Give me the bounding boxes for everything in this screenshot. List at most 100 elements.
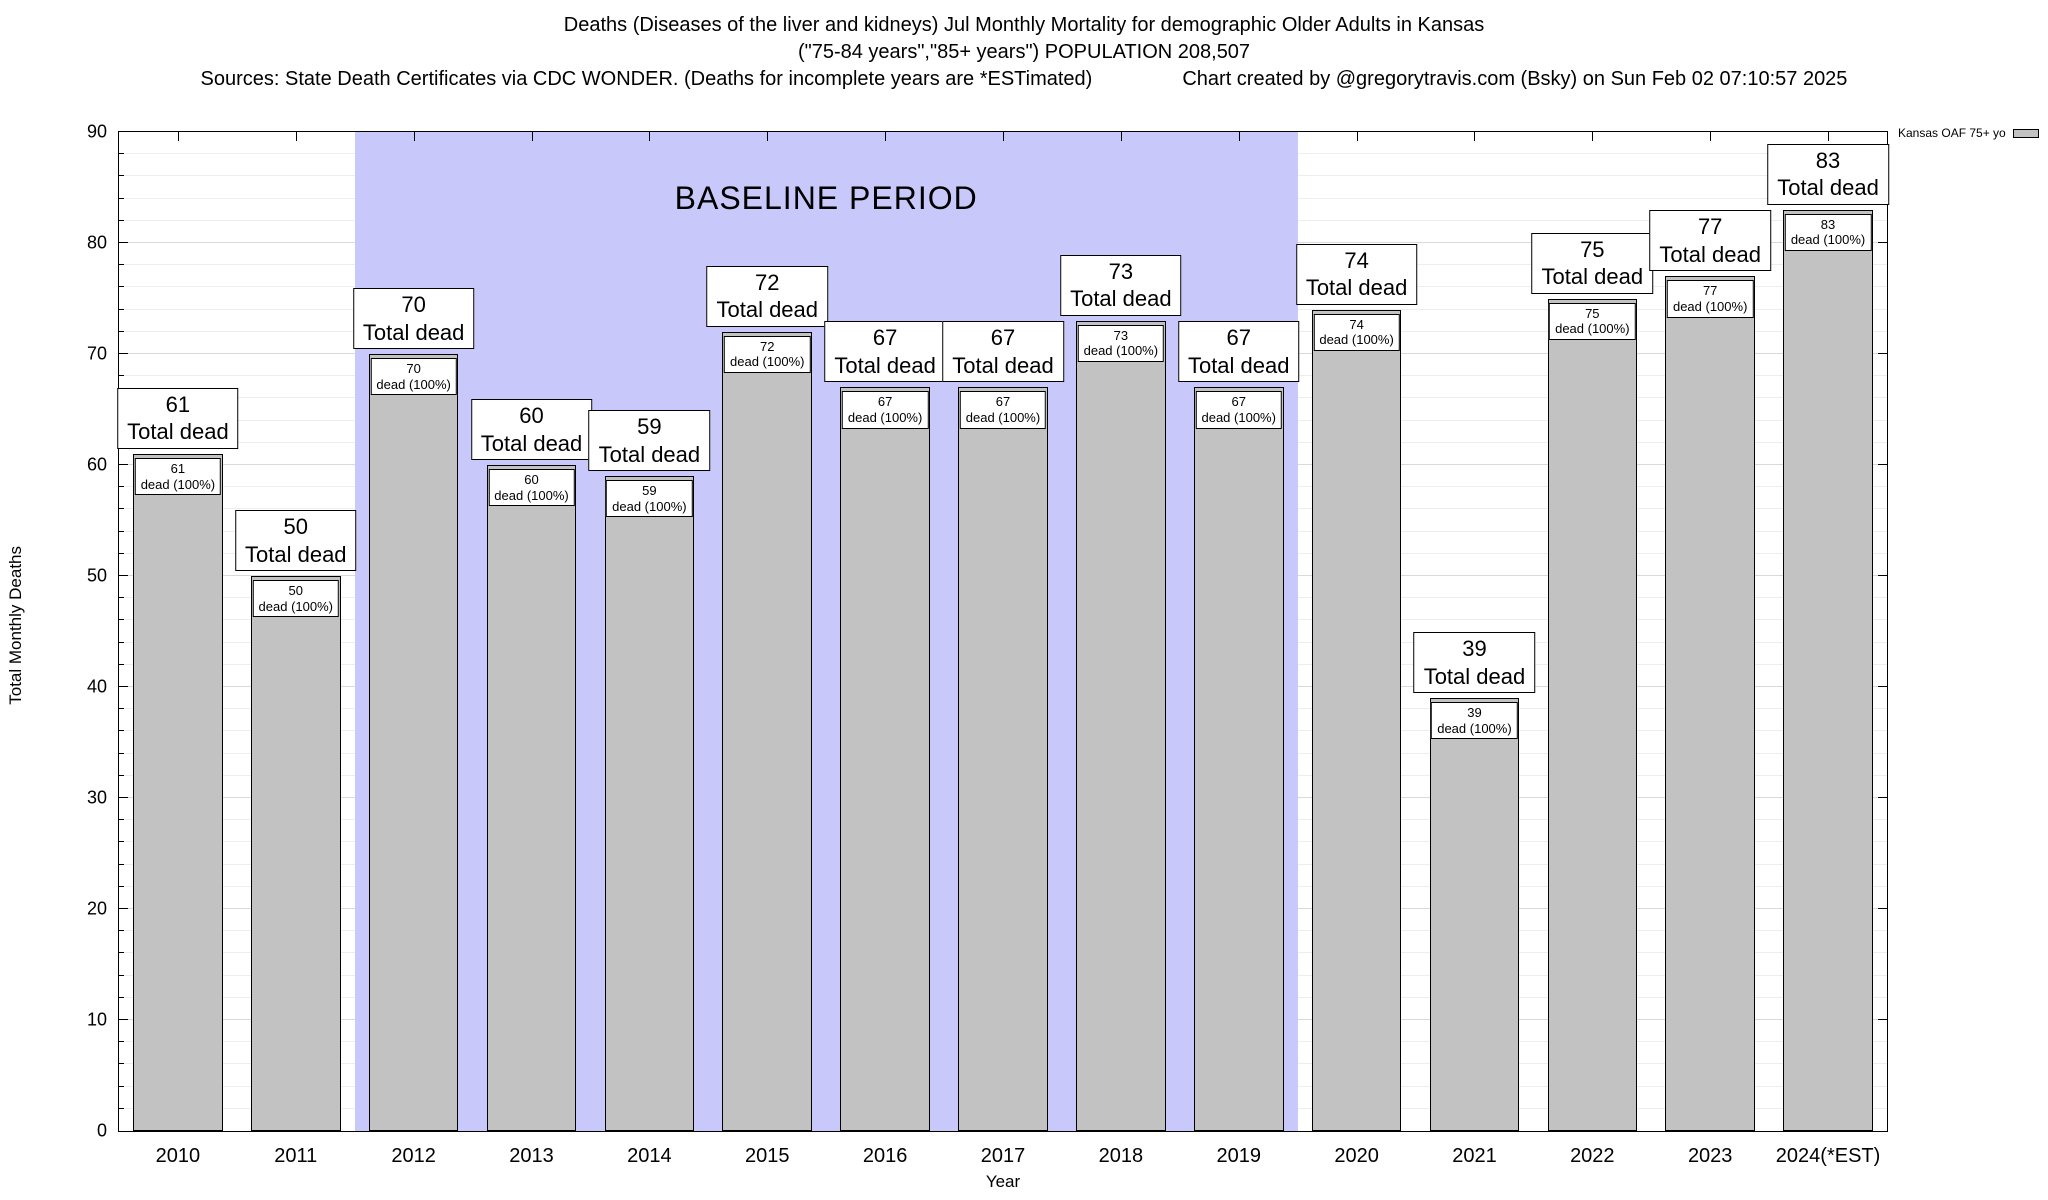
y-tick-label: 90: [86, 121, 107, 142]
y-minor-tick: [119, 175, 124, 177]
bar-inner-value: 70: [406, 361, 421, 376]
bar-inner-label: 60 dead (100%): [488, 469, 575, 507]
y-tick-label: 40: [86, 676, 107, 697]
bar-inner-value: 72: [760, 338, 775, 354]
bar-total-label: 67 Total dead: [1177, 321, 1300, 383]
bar-total-text: Total dead: [480, 430, 583, 456]
bar-inner-text: dead (100%): [1319, 332, 1394, 348]
bar-slot: 70 dead (100%) 70 Total dead 2012: [352, 132, 475, 1167]
bar-inner-label: 73 dead (100%): [1077, 324, 1165, 362]
bar-inner-value: 39: [1467, 705, 1482, 721]
x-category-label: 2020: [1334, 1145, 1379, 1167]
bar: 73 dead (100%) 73 Total dead: [1060, 254, 1182, 1131]
bar-total-text: Total dead: [1423, 663, 1526, 689]
y-minor-tick: [119, 1041, 124, 1043]
bar-total-value: 70: [401, 292, 426, 317]
bar-total-value: 59: [637, 414, 662, 440]
y-tick-label: 0: [96, 1120, 107, 1141]
y-minor-tick: [119, 486, 124, 488]
x-category-label: 2024(*EST): [1775, 1145, 1881, 1167]
bar-inner-text: dead (100%): [1672, 298, 1748, 314]
y-tick-label: 20: [86, 898, 107, 919]
bar-inner-value: 75: [1585, 305, 1600, 321]
bar-inner-text: dead (100%): [1555, 321, 1630, 337]
y-minor-tick: [119, 1085, 124, 1087]
x-tick: [885, 132, 887, 141]
y-minor-tick: [119, 708, 124, 710]
bar-total-label: 75 Total dead: [1531, 232, 1654, 294]
bar-slot: 61 dead (100%) 61 Total dead 2010: [117, 132, 239, 1167]
bar: 67 dead (100%) 67 Total dead: [1177, 321, 1300, 1131]
bar: 75 dead (100%) 75 Total dead: [1531, 232, 1654, 1131]
bar-slot: 60 dead (100%) 60 Total dead 2013: [470, 132, 593, 1167]
x-tick: [295, 132, 297, 141]
x-tick: [1238, 132, 1240, 141]
bar-total-text: Total dead: [245, 541, 347, 567]
y-minor-tick: [119, 219, 124, 221]
x-tick: [1592, 132, 1594, 141]
bar-slot: 67 dead (100%) 67 Total dead 2019: [1177, 132, 1300, 1167]
bar-inner-label: 83 dead (100%): [1784, 213, 1872, 251]
title-line-3: Sources: State Death Certificates via CD…: [0, 66, 2048, 93]
bar-total-text: Total dead: [1777, 175, 1879, 201]
y-minor-tick: [119, 1107, 124, 1109]
bar-inner-label: 74 dead (100%): [1313, 313, 1400, 351]
bar-total-value: 83: [1815, 147, 1841, 173]
x-category-label: 2012: [391, 1145, 436, 1167]
bar-total-text: Total dead: [362, 319, 465, 345]
bar-total-value: 67: [990, 325, 1016, 351]
bar-inner-label: 77 dead (100%): [1666, 280, 1754, 318]
bar-inner-text: dead (100%): [730, 354, 805, 370]
bar: 67 dead (100%) 67 Total dead: [942, 321, 1064, 1131]
bar-inner-text: dead (100%): [1201, 409, 1276, 425]
y-minor-tick: [119, 752, 124, 754]
bar-total-text: Total dead: [127, 419, 229, 445]
x-category-label: 2019: [1216, 1145, 1261, 1167]
x-tick: [177, 132, 179, 141]
bar-inner-label: 39 dead (100%): [1431, 702, 1518, 740]
bar-total-label: 70 Total dead: [352, 288, 475, 349]
bar-inner-text: dead (100%): [612, 498, 687, 514]
x-category-label: 2014: [627, 1145, 672, 1167]
y-tick: [1878, 464, 1887, 465]
bar-total-label: 59 Total dead: [588, 410, 711, 472]
bar-inner-value: 61: [170, 460, 186, 476]
y-minor-tick: [119, 996, 124, 998]
bar-total-text: Total dead: [1541, 264, 1644, 289]
bar-slot: 73 dead (100%) 73 Total dead 2018: [1060, 132, 1182, 1167]
y-tick: [119, 797, 128, 798]
x-category-label: 2016: [862, 1145, 908, 1167]
bar-inner-value: 50: [288, 583, 304, 598]
bar: 61 dead (100%) 61 Total dead: [117, 387, 239, 1131]
y-minor-tick: [119, 197, 124, 199]
y-minor-tick: [119, 952, 124, 954]
x-tick: [1120, 132, 1122, 141]
bar-inner-value: 67: [877, 394, 893, 410]
x-category-label: 2011: [274, 1145, 318, 1167]
y-minor-tick: [119, 774, 124, 776]
y-tick-label: 80: [86, 232, 107, 253]
plot-area: BASELINE PERIOD 0 10 20 30 40 50 60 70 80 90 61 dea…: [87, 122, 1889, 1167]
bar-total-label: 50 Total dead: [235, 510, 357, 571]
bar-total-value: 74: [1344, 247, 1369, 273]
y-tick: [119, 353, 128, 354]
y-minor-tick: [119, 819, 124, 821]
bar-inner-text: dead (100%): [847, 409, 923, 425]
bar: 74 dead (100%) 74 Total dead: [1295, 243, 1418, 1131]
y-minor-tick: [119, 974, 124, 976]
y-tick-label: 60: [86, 454, 107, 475]
bar-slot: 83 dead (100%) 83 Total dead 2024(*EST): [1767, 132, 1889, 1167]
bar-total-text: Total dead: [834, 352, 936, 378]
bar-total-text: Total dead: [1305, 275, 1408, 301]
bar-total-text: Total dead: [598, 441, 701, 467]
bar: 60 dead (100%) 60 Total dead: [470, 399, 593, 1131]
y-tick: [1878, 1019, 1887, 1020]
bar-slot: 77 dead (100%) 77 Total dead 2023: [1649, 132, 1771, 1167]
x-category-label: 2015: [745, 1145, 790, 1167]
y-minor-tick: [119, 597, 124, 599]
bar: 83 dead (100%) 83 Total dead: [1767, 143, 1889, 1131]
y-tick-label: 30: [86, 787, 107, 808]
title-line-1: Deaths (Diseases of the liver and kidney…: [563, 14, 1485, 36]
x-category-label: 2013: [509, 1145, 554, 1167]
bar-inner-text: dead (100%): [140, 476, 216, 492]
